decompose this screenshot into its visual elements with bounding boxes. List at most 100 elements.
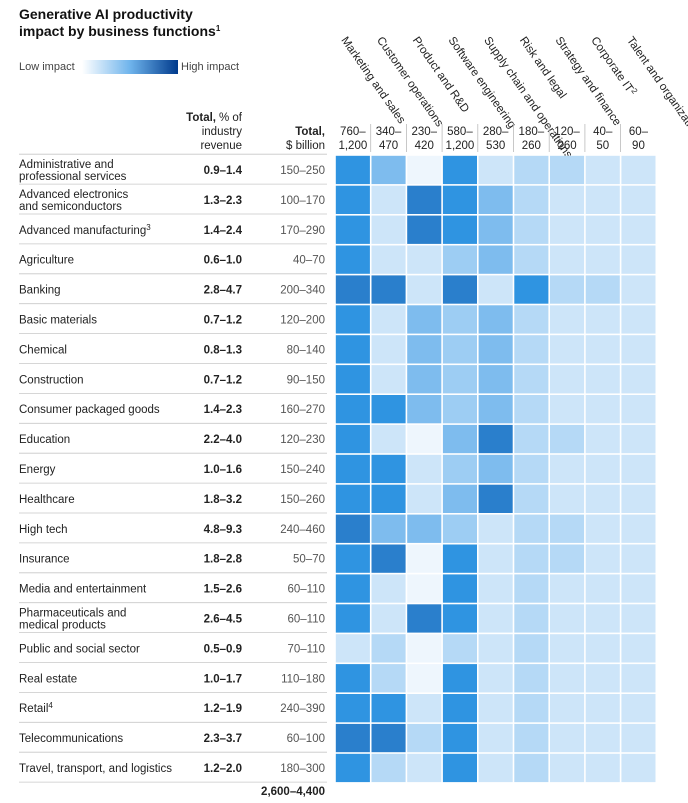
heatmap-cell xyxy=(407,634,442,663)
heatmap-cell xyxy=(442,275,477,304)
legend-low-label: Low impact xyxy=(19,61,75,73)
heatmap-cell xyxy=(585,753,620,783)
industry-label: professional services xyxy=(19,171,127,183)
industry-label: Education xyxy=(19,434,70,446)
heatmap-cells xyxy=(335,155,656,783)
heatmap-cell xyxy=(550,215,585,244)
chart-title: Generative AI productivity xyxy=(19,6,193,22)
industry-label: Administrative and xyxy=(19,159,114,171)
heatmap-cell xyxy=(442,484,477,513)
heatmap-cell xyxy=(585,305,620,334)
heatmap-cell xyxy=(550,544,585,573)
heatmap-cell xyxy=(335,723,370,753)
heatmap-cell xyxy=(335,155,370,185)
heatmap-cell xyxy=(407,604,442,633)
industry-total-pct: 1.0–1.7 xyxy=(204,673,242,685)
heatmap-cell xyxy=(335,544,370,573)
heatmap-cell xyxy=(442,574,477,603)
heatmap-cell xyxy=(442,155,477,185)
heatmap-cell xyxy=(585,365,620,394)
industry-label: Real estate xyxy=(19,673,77,685)
header-total-usd-line2: $ billion xyxy=(286,140,325,152)
heatmap-cell xyxy=(371,694,406,723)
legend-high-label: High impact xyxy=(181,61,239,73)
heatmap-cell xyxy=(371,365,406,394)
heatmap-cell xyxy=(514,275,549,304)
heatmap-cell xyxy=(371,454,406,484)
heatmap-cell xyxy=(478,664,513,693)
heatmap-cell xyxy=(621,723,656,753)
industry-label: Consumer packaged goods xyxy=(19,404,160,416)
heatmap-cell xyxy=(585,245,620,274)
heatmap-cell xyxy=(514,454,549,484)
heatmap-cell xyxy=(442,634,477,663)
heatmap-cell xyxy=(442,305,477,334)
heatmap-cell xyxy=(621,155,656,185)
heatmap-cell xyxy=(478,634,513,663)
heatmap-cell xyxy=(371,723,406,753)
heatmap-cell xyxy=(621,664,656,693)
heatmap-cell xyxy=(514,155,549,185)
heatmap-cell xyxy=(585,514,620,543)
industry-total-usd: 240–460 xyxy=(280,524,325,536)
heatmap-cell xyxy=(371,664,406,693)
heatmap-cell xyxy=(407,514,442,543)
heatmap-cell xyxy=(585,424,620,454)
heatmap-cell xyxy=(407,544,442,573)
header-total-pct-line3: revenue xyxy=(200,140,242,152)
industry-label: Telecommunications xyxy=(19,733,123,745)
heatmap-cell xyxy=(514,604,549,633)
heatmap-cell xyxy=(407,723,442,753)
heatmap-cell xyxy=(621,185,656,214)
heatmap-cell xyxy=(550,723,585,753)
industry-total-pct: 0.5–0.9 xyxy=(204,643,242,655)
heatmap-cell xyxy=(371,305,406,334)
heatmap-cell xyxy=(621,634,656,663)
heatmap-cell xyxy=(585,155,620,185)
industry-total-pct: 1.5–2.6 xyxy=(204,584,242,596)
industry-total-usd: 180–300 xyxy=(280,763,325,775)
industry-total-pct: 1.8–3.2 xyxy=(204,494,242,506)
heatmap-cell xyxy=(478,155,513,185)
heatmap-cell xyxy=(514,185,549,214)
header-total-pct: Total,% of xyxy=(186,112,243,124)
function-range-bottom: 260 xyxy=(557,140,576,152)
industry-total-usd: 150–240 xyxy=(280,464,325,476)
heatmap-cell xyxy=(371,634,406,663)
heatmap-cell xyxy=(478,335,513,364)
heatmap-cell xyxy=(442,335,477,364)
heatmap-cell xyxy=(621,365,656,394)
heatmap-cell xyxy=(514,753,549,783)
industry-total-pct: 1.4–2.4 xyxy=(204,225,243,237)
industry-label: Advanced electronics xyxy=(19,189,129,201)
heatmap-cell xyxy=(335,335,370,364)
heatmap-cell xyxy=(585,185,620,214)
heatmap-cell xyxy=(335,395,370,424)
industry-total-pct: 1.0–1.6 xyxy=(204,464,242,476)
industry-label: Healthcare xyxy=(19,494,75,506)
heatmap-cell xyxy=(550,753,585,783)
heatmap-cell xyxy=(550,484,585,513)
heatmap-cell xyxy=(335,185,370,214)
heatmap-cell xyxy=(514,365,549,394)
chart-title-line2: impact by business functions1 xyxy=(19,23,221,39)
heatmap-cell xyxy=(550,424,585,454)
heatmap-cell xyxy=(621,424,656,454)
heatmap-cell xyxy=(478,215,513,244)
heatmap-cell xyxy=(550,634,585,663)
heatmap-cell xyxy=(478,694,513,723)
heatmap-cell xyxy=(550,574,585,603)
heatmap-cell xyxy=(514,305,549,334)
industry-total-pct: 1.4–2.3 xyxy=(204,404,242,416)
heatmap-cell xyxy=(621,694,656,723)
heatmap-cell xyxy=(442,395,477,424)
heatmap-cell xyxy=(478,723,513,753)
heatmap-cell xyxy=(442,544,477,573)
heatmap-cell xyxy=(371,424,406,454)
function-range-bottom: 50 xyxy=(596,140,609,152)
heatmap-cell xyxy=(371,514,406,543)
industry-label: Travel, transport, and logistics xyxy=(19,763,172,775)
industry-label: Retail4 xyxy=(19,701,53,715)
industry-total-usd: 150–250 xyxy=(280,165,325,177)
